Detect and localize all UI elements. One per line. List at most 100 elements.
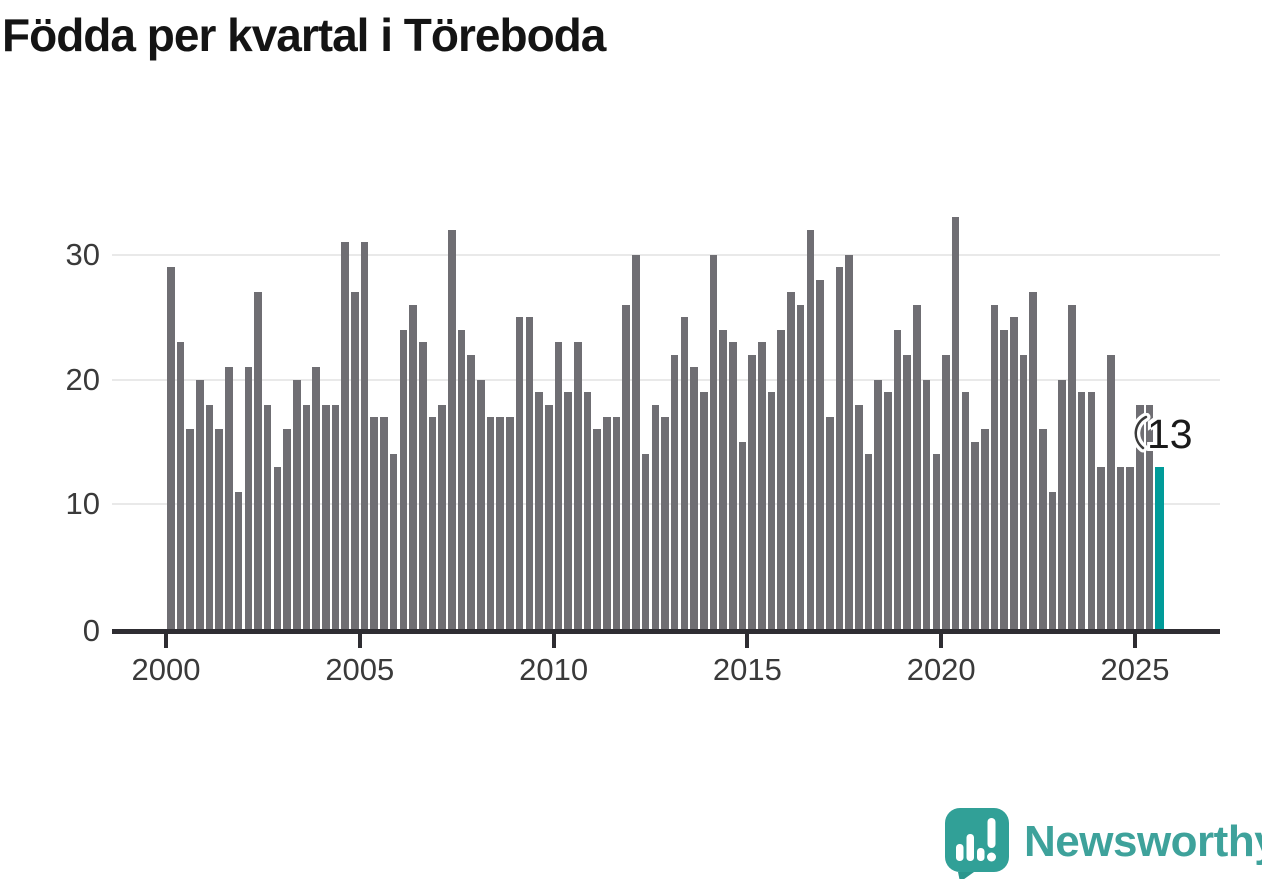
bar (360, 242, 369, 629)
bar (196, 379, 204, 629)
bar (1010, 317, 1018, 629)
bar (544, 404, 553, 629)
bar (254, 292, 262, 629)
bar (1087, 392, 1096, 629)
newsworthy-brand-link[interactable]: Newsworthy (944, 804, 1262, 879)
bar (748, 354, 756, 629)
bar (632, 254, 640, 629)
bar (651, 404, 660, 629)
gridline-y20 (112, 378, 1220, 381)
bar (380, 417, 388, 629)
bar (496, 417, 505, 629)
bar (1116, 466, 1125, 629)
bar (661, 417, 669, 629)
x-axis-label-2010: 2010 (519, 652, 589, 687)
bar (903, 354, 912, 629)
bar (913, 304, 921, 629)
bar (477, 379, 485, 629)
bar (864, 454, 873, 629)
bar (690, 367, 698, 629)
y-axis-label-0: 0 (82, 613, 100, 648)
bar (593, 429, 601, 629)
bar (515, 317, 524, 629)
bar (680, 317, 689, 629)
bar (699, 392, 708, 629)
bar (1136, 404, 1144, 629)
bar (186, 429, 194, 629)
bar (922, 379, 931, 629)
bar (612, 417, 621, 629)
latest-value-label: 13 (1147, 411, 1193, 457)
bar (1048, 491, 1057, 629)
gridline-y30 (112, 253, 1220, 256)
bar (622, 304, 631, 629)
bar (331, 404, 340, 629)
bar (583, 392, 592, 629)
bar (535, 392, 543, 629)
bar (603, 417, 611, 629)
bar (506, 417, 514, 629)
bar (322, 404, 330, 629)
bar (641, 454, 650, 629)
bar (990, 304, 999, 629)
bar (1029, 292, 1037, 629)
bar (283, 429, 291, 629)
bar (176, 342, 185, 629)
bar (167, 267, 175, 629)
bar (573, 342, 582, 629)
bar (670, 354, 679, 629)
bar (854, 404, 863, 629)
bar (1097, 466, 1105, 629)
bar-highlight-latest (1155, 466, 1164, 629)
x-axis-label-2020: 2020 (906, 652, 976, 687)
bar (225, 367, 233, 629)
bar (835, 267, 844, 629)
bar (389, 454, 398, 629)
bar (244, 367, 253, 629)
bar (399, 329, 408, 629)
bar (448, 229, 456, 629)
newsworthy-logo-icon (945, 808, 1009, 879)
y-axis-label-10: 10 (65, 486, 100, 522)
bar (884, 392, 892, 629)
bar (457, 329, 466, 629)
bar (767, 392, 776, 629)
bar (370, 417, 379, 629)
bar (1106, 354, 1115, 629)
bar (980, 429, 989, 629)
bar (525, 317, 534, 629)
bar (1058, 379, 1067, 629)
bar (418, 342, 427, 629)
x-axis-tick-2005 (357, 634, 362, 648)
x-axis-tick-2020 (939, 634, 944, 648)
bar (1145, 404, 1154, 629)
bar (942, 354, 950, 629)
bar (971, 441, 979, 629)
brand-name: Newsworthy (1024, 817, 1262, 866)
bar (312, 367, 320, 629)
bar (486, 417, 495, 629)
bar (554, 342, 563, 629)
bar (893, 329, 902, 629)
bar (438, 404, 446, 629)
bar (263, 404, 272, 629)
bar (845, 254, 853, 629)
bar (1126, 466, 1134, 629)
bar (874, 379, 882, 629)
bar (273, 466, 282, 629)
bar (738, 441, 747, 629)
bar (796, 304, 805, 629)
bar (1039, 429, 1047, 629)
y-axis-label-30: 30 (65, 236, 100, 272)
bar (234, 491, 243, 629)
bar (341, 242, 349, 629)
bar (205, 404, 214, 629)
bar (951, 217, 960, 629)
bar (758, 342, 766, 629)
annotation-arrow-icon (1131, 413, 1151, 453)
x-axis-tick-2015 (745, 634, 750, 648)
bar (409, 304, 417, 629)
bar (719, 329, 727, 629)
